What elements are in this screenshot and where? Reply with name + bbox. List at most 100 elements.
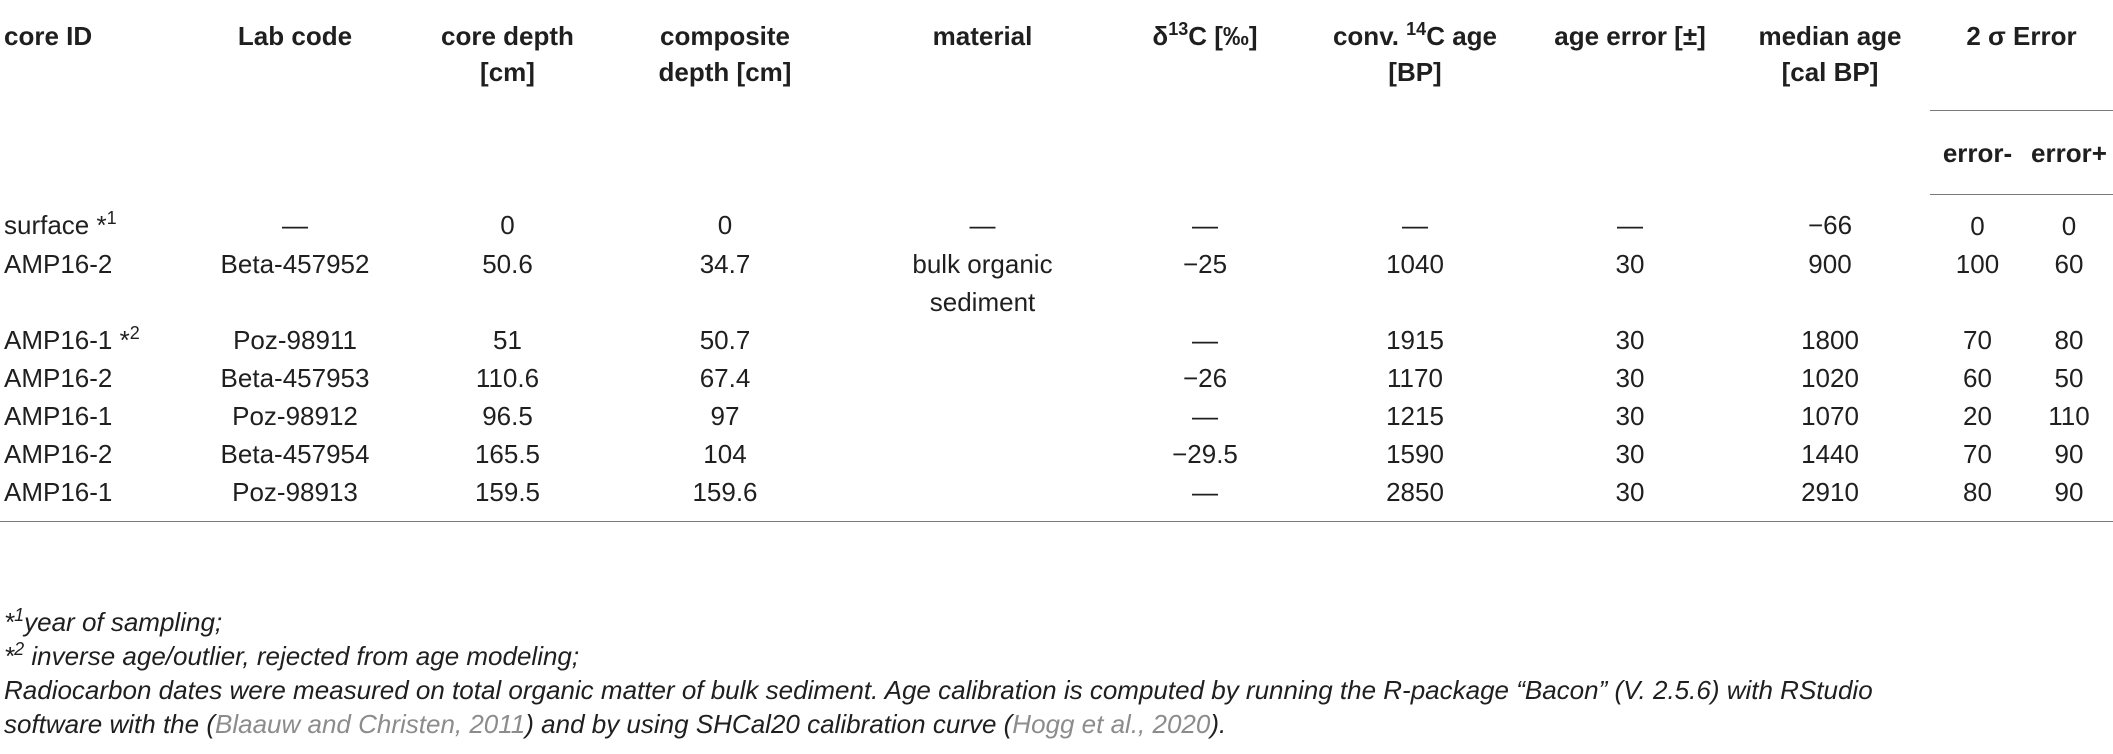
cell-core-id: AMP16-2 — [4, 438, 113, 469]
cell-lab-code: Beta-457952 — [220, 248, 370, 279]
cell-median-age: −66 — [1807, 210, 1853, 240]
cell-error-minus: 80 — [1930, 472, 2025, 522]
cell-median-age: 900 — [1808, 248, 1852, 279]
cell-median-age: 1800 — [1801, 324, 1859, 355]
cell-material — [855, 435, 1110, 473]
cell-median-age: 2910 — [1730, 472, 1930, 522]
cell-core-depth: 51 — [493, 324, 522, 355]
cell-core-depth: 96.5 — [482, 400, 533, 431]
cell-conv-age: 1170 — [1387, 362, 1443, 393]
cell-material: bulk organic sediment — [912, 248, 1053, 317]
table-row: AMP16-2 Beta-457954 165.5 104 −29.5 1590… — [0, 435, 2113, 473]
cell-composite-depth: 159.6 — [595, 472, 855, 522]
cell-age-error: 30 — [1615, 400, 1645, 431]
header-lab-code: Lab code — [237, 21, 353, 51]
cell-error-plus: 60 — [2054, 248, 2084, 279]
radiocarbon-table: core ID Lab code core depth [cm] composit… — [0, 0, 2113, 522]
cell-lab-code: Beta-457953 — [220, 362, 370, 393]
header-row: core ID Lab code core depth [cm] composit… — [0, 0, 2113, 111]
cell-delta13c: −25 — [1182, 248, 1228, 279]
cell-core-id: AMP16-1 — [0, 472, 170, 522]
cell-error-minus: 20 — [1963, 400, 1992, 431]
table-row: AMP16-1 Poz-98912 96.5 97 — 1215 30 1070… — [0, 397, 2113, 435]
cell-error-minus: 70 — [1963, 438, 1992, 469]
header-core-id: core ID — [4, 21, 93, 51]
cell-median-age: 1440 — [1801, 438, 1859, 469]
cell-lab-code: — — [282, 210, 308, 240]
cell-composite-depth: 97 — [710, 400, 740, 431]
header-age-error: age error [±] — [1554, 21, 1706, 51]
cell-core-depth: 165.5 — [474, 438, 541, 469]
cell-age-error: 30 — [1615, 362, 1645, 393]
cell-core-depth: 110.6 — [475, 362, 540, 393]
header-error-minus: error- — [1930, 110, 2025, 195]
table-note-line-1: Radiocarbon dates were measured on total… — [4, 675, 1873, 705]
cell-conv-age: 1915 — [1386, 324, 1444, 355]
cell-error-plus: 110 — [2048, 400, 2090, 431]
cell-lab-code: Poz-98911 — [233, 324, 357, 355]
cell-age-error: 30 — [1615, 438, 1645, 469]
cell-delta13c: −29.5 — [1172, 438, 1238, 469]
cell-age-error: 30 — [1530, 472, 1730, 522]
cell-composite-depth: 67.4 — [699, 362, 751, 393]
cell-conv-age: — — [1402, 210, 1428, 240]
cell-error-plus: 90 — [2054, 438, 2084, 469]
citation-link-blaauw-christen[interactable]: Blaauw and Christen, 2011 — [214, 709, 526, 739]
cell-error-minus: 60 — [1963, 362, 1992, 393]
cell-composite-depth: 0 — [717, 210, 733, 240]
cell-delta13c: — — [1192, 400, 1218, 431]
table-row: AMP16-2 Beta-457952 50.6 34.7 bulk organ… — [0, 245, 2113, 321]
cell-composite-depth: 34.7 — [699, 248, 751, 279]
cell-delta13c: — — [1110, 472, 1300, 522]
header-composite-depth: composite depth [cm] — [658, 21, 792, 87]
cell-core-depth: 159.5 — [420, 472, 595, 522]
header-error-plus: error+ — [2025, 110, 2113, 195]
cell-composite-depth: 50.7 — [699, 324, 751, 355]
cell-error-minus: 0 — [1970, 210, 1985, 241]
header-2-sigma-error: 2 σ Error — [1930, 0, 2113, 111]
cell-material — [855, 359, 1110, 397]
footnote-2: *2 inverse age/outlier, rejected from ag… — [4, 639, 580, 671]
cell-lab-code: Poz-98913 — [170, 472, 420, 522]
cell-error-plus: 0 — [2061, 210, 2077, 241]
cell-core-id: surface *1 — [4, 208, 117, 240]
cell-delta13c: −26 — [1182, 362, 1228, 393]
table-body: surface *1 — 0 0 — — — — −66 0 0 AMP16-2… — [0, 194, 2113, 522]
cell-conv-age: 1040 — [1386, 248, 1444, 279]
cell-lab-code: Beta-457954 — [220, 438, 370, 469]
cell-age-error: — — [1617, 210, 1643, 240]
table-row: AMP16-1 Poz-98913 159.5 159.6 — 2850 30 … — [0, 472, 2113, 522]
cell-error-minus: 100 — [1955, 248, 2000, 279]
cell-core-depth: 0 — [500, 210, 515, 240]
cell-error-plus: 80 — [2054, 324, 2084, 355]
cell-error-plus: 90 — [2025, 472, 2113, 522]
header-conv-14c-age: conv. 14C age [BP] — [1332, 19, 1498, 87]
header-core-depth: core depth [cm] — [441, 21, 574, 87]
cell-core-id: AMP16-1 — [4, 400, 113, 431]
cell-error-minus: 70 — [1963, 324, 1992, 355]
footnote-1: *1year of sampling; — [4, 605, 223, 637]
table-row: AMP16-2 Beta-457953 110.6 67.4 −26 1170 … — [0, 359, 2113, 397]
table-note-line-2: software with the (Blaauw and Christen, … — [4, 709, 1227, 739]
subheader-row: error- error+ — [0, 110, 2113, 195]
cell-composite-depth: 104 — [703, 438, 747, 469]
header-delta13c: δ13C [‰] — [1152, 19, 1258, 51]
cell-age-error: 30 — [1615, 324, 1645, 355]
table-row: AMP16-1 *2 Poz-98911 51 50.7 — 1915 30 1… — [0, 321, 2113, 359]
cell-lab-code: Poz-98912 — [232, 400, 358, 431]
cell-core-id: AMP16-2 — [4, 248, 113, 279]
cell-core-id: AMP16-1 *2 — [4, 322, 140, 355]
citation-link-hogg[interactable]: Hogg et al., 2020 — [1012, 709, 1211, 739]
cell-median-age: 1020 — [1801, 362, 1859, 393]
cell-error-plus: 50 — [2054, 362, 2084, 393]
cell-conv-age: 1590 — [1386, 438, 1444, 469]
table-row: surface *1 — 0 0 — — — — −66 0 0 — [0, 194, 2113, 245]
header-material: material — [932, 21, 1033, 51]
header-median-age: median age [cal BP] — [1758, 21, 1902, 87]
cell-delta13c: — — [1192, 210, 1218, 240]
cell-core-depth: 50.6 — [482, 248, 533, 279]
cell-conv-age: 1215 — [1386, 400, 1444, 431]
cell-core-id: AMP16-2 — [4, 362, 113, 393]
cell-material — [855, 397, 1110, 435]
